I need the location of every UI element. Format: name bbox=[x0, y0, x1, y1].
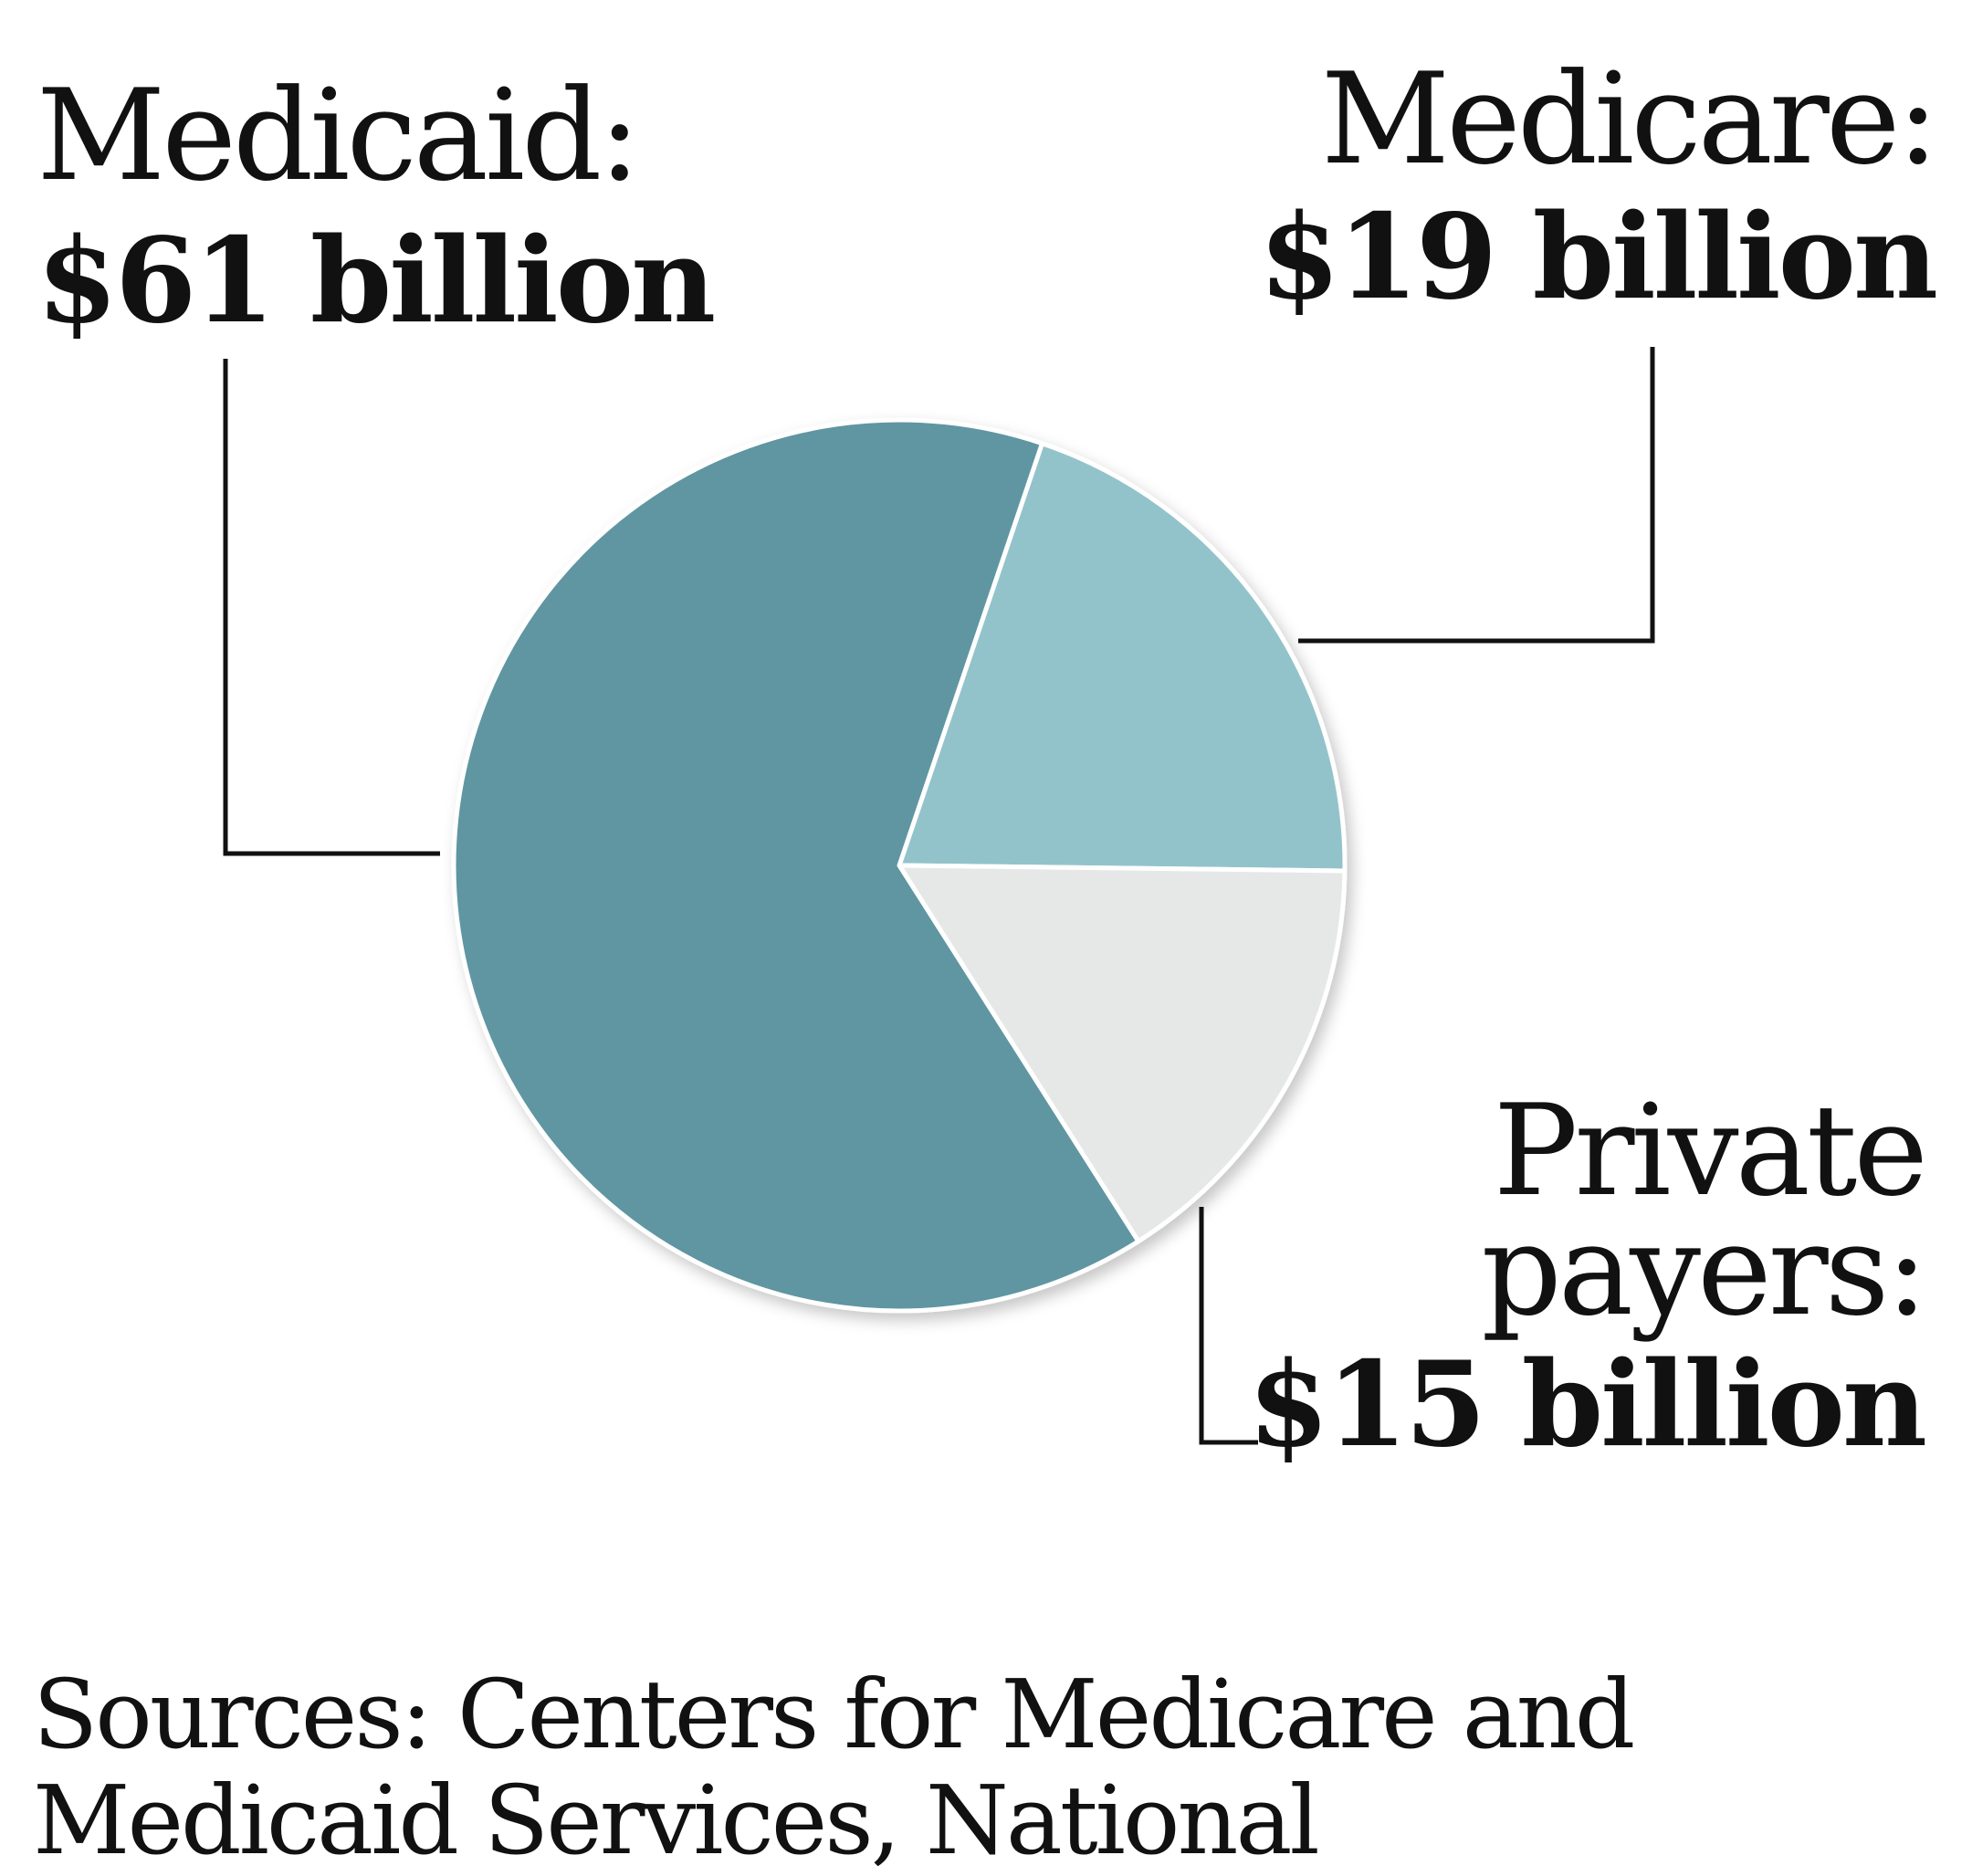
slice-label-medicare: Medicare: $19 billion bbox=[1258, 46, 1939, 326]
pie-slice-private-payers bbox=[897, 863, 1348, 1244]
leader-line-medicare bbox=[1298, 347, 1655, 644]
sources-line-1: Sources: Centers for Medicare and bbox=[33, 1659, 1635, 1770]
slice-category-medicaid: Medicaid: bbox=[37, 62, 641, 209]
slice-category-medicare: Medicare: bbox=[1320, 46, 1939, 193]
leader-line-private bbox=[1199, 1207, 1258, 1445]
slice-category-private-line1: Private bbox=[1493, 1077, 1928, 1224]
slice-category-private-line2: payers: bbox=[1481, 1197, 1928, 1345]
pie-slice-medicare bbox=[897, 441, 1348, 874]
leader-lines bbox=[223, 347, 1655, 1445]
sources-line-2: Medicaid Services, National bbox=[33, 1765, 1320, 1876]
slice-label-medicaid: Medicaid: $61 billion bbox=[37, 62, 716, 350]
slice-value-medicaid: $61 billion bbox=[37, 213, 716, 350]
sources-note: Sources: Centers for Medicare and Medica… bbox=[33, 1661, 1950, 1874]
pie-slice-medicaid bbox=[451, 417, 1141, 1314]
slice-label-private-payers: Private payers: $15 billion bbox=[1247, 1077, 1928, 1474]
leader-line-medicaid bbox=[223, 359, 440, 856]
pie-slices bbox=[451, 417, 1348, 1314]
slice-value-private: $15 billion bbox=[1247, 1336, 1927, 1474]
slice-value-medicare: $19 billion bbox=[1258, 189, 1938, 326]
